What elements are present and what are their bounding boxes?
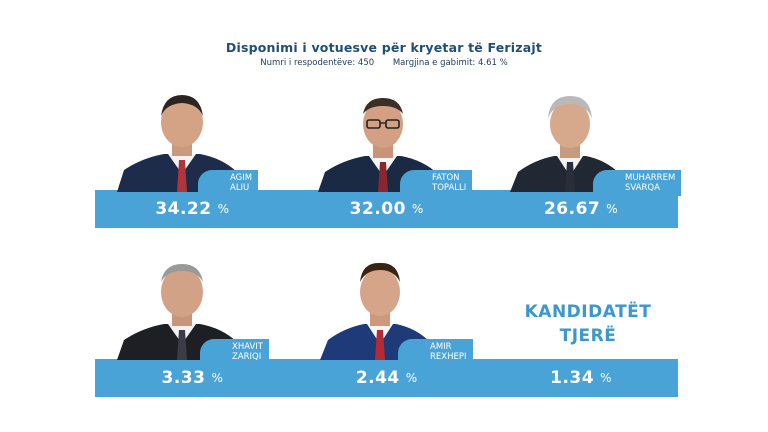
result-bar-row-2 [95, 359, 678, 397]
respondents-count: Numri i respodentëve: 450 [260, 58, 375, 68]
result-faton-topalli: 32.00 % [289, 190, 483, 228]
other-candidates-line-2: TJERË [559, 326, 617, 346]
pct-sign: % [606, 202, 618, 216]
result-bar-row-1 [95, 190, 678, 228]
candidate-first-name: AGIM [230, 173, 253, 183]
candidate-first-name: FATON [432, 173, 460, 183]
pct-sign: % [217, 202, 229, 216]
candidate-first-name: AMIR [430, 342, 452, 352]
pct-sign: % [411, 202, 424, 216]
result-xhavit-zariqi: 3.33 % [95, 359, 289, 397]
candidate-last-name: SVARQA [625, 183, 660, 193]
other-candidates-line-1: KANDIDATËT [524, 302, 652, 322]
pct-sign: % [211, 371, 223, 385]
candidate-last-name: ALIU [230, 183, 250, 193]
chart-subtitle: Numri i respodentëve: 450 Margjina e gab… [0, 58, 768, 68]
candidate-tag-xhavit-zariqi: XHAVIT ZARIQI [200, 339, 269, 365]
chart-title: Disponimi i votuesve për kryetar të Feri… [225, 40, 543, 55]
candidate-tag-muharrem-svarqa: MUHARREM SVARQA [593, 170, 682, 196]
result-muharrem-svarqa: 26.67 % [484, 190, 678, 228]
results-row-2: 3.33 % 2.44 % 1.34 % [95, 359, 678, 397]
results-row-1: 34.22 % 32.00 % 26.67 % [95, 190, 678, 228]
pct-sign: % [600, 371, 612, 385]
pct-value: 34.22 [155, 199, 212, 219]
pct-value: 3.33 [161, 368, 206, 388]
candidate-first-name: MUHARREM [625, 173, 676, 183]
pct-value: 26.67 [543, 199, 601, 219]
error-margin: Margjina e gabimit: 4.61 % [392, 58, 508, 68]
candidate-first-name: XHAVIT [232, 342, 263, 352]
result-other-candidates: 1.34 % [484, 359, 678, 397]
candidate-tag-agim-aliu: AGIM ALIU [198, 170, 259, 196]
chart-header: Disponimi i votuesve për kryetar të Feri… [0, 40, 768, 68]
result-amir-rexhepi: 2.44 % [289, 359, 483, 397]
candidate-tag-faton-topalli: FATON TOPALLI [400, 170, 473, 196]
other-candidates-label: KANDIDATËT TJERË [498, 300, 678, 348]
candidate-last-name: TOPALLI [432, 183, 467, 193]
pct-sign: % [405, 371, 418, 385]
pct-value: 1.34 [550, 368, 595, 388]
candidate-last-name: REXHEPI [430, 352, 467, 362]
candidate-last-name: ZARIQI [232, 352, 262, 362]
candidate-photo-agim-aliu [112, 90, 252, 192]
pct-value: 2.44 [355, 368, 400, 388]
pct-value: 32.00 [349, 199, 406, 219]
result-agim-aliu: 34.22 % [95, 190, 289, 228]
candidate-tag-amir-rexhepi: AMIR REXHEPI [398, 339, 473, 365]
